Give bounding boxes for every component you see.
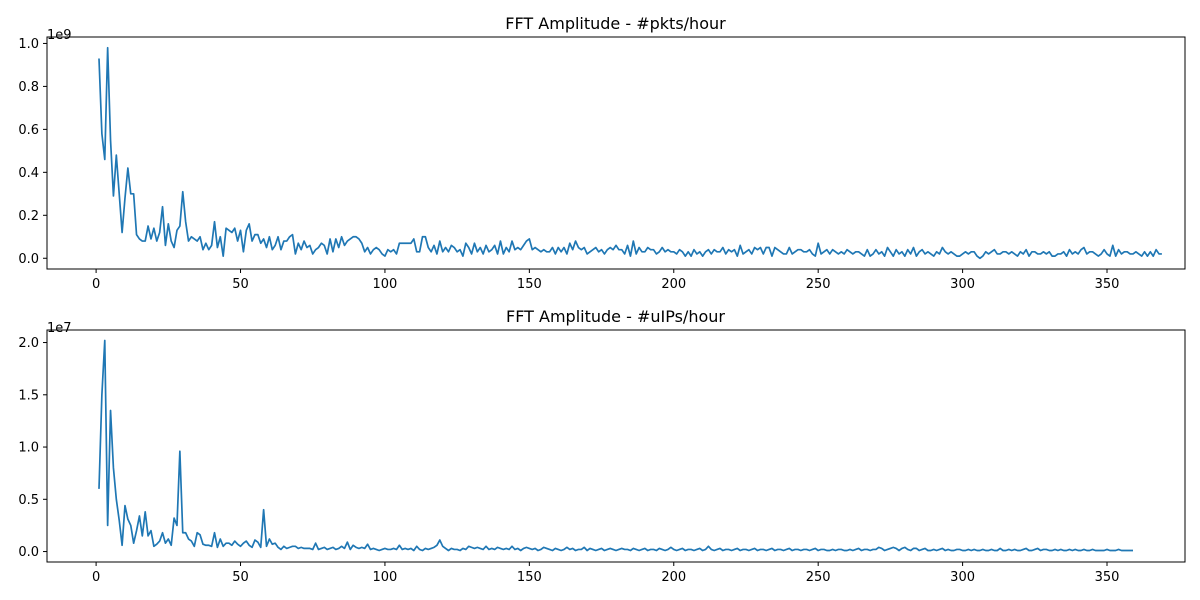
y-tick-label: 0.2 [18, 209, 39, 224]
x-axis: 0 50 100 150 200 250 300 350 [92, 562, 1119, 585]
y-tick-label: 1.0 [18, 37, 39, 52]
series-line [98, 46, 1162, 260]
y-offset-label: 1e7 [47, 321, 72, 336]
x-tick-label: 50 [232, 570, 249, 585]
x-tick-label: 50 [232, 277, 249, 292]
x-tick-label: 100 [373, 570, 398, 585]
x-tick-label: 0 [92, 277, 100, 292]
x-tick-label: 150 [517, 570, 542, 585]
x-tick-label: 100 [373, 277, 398, 292]
y-tick-label: 0.4 [18, 166, 39, 181]
x-tick-label: 250 [806, 570, 831, 585]
x-tick-label: 350 [1095, 570, 1120, 585]
y-tick-label: 1.0 [18, 441, 39, 456]
y-tick-label: 1.5 [18, 388, 39, 403]
y-axis: 0.0 0.2 0.4 0.6 0.8 1.0 [18, 37, 47, 267]
y-tick-label: 0.8 [18, 80, 39, 95]
x-tick-label: 300 [950, 277, 975, 292]
y-tick-label: 0.6 [18, 123, 39, 138]
chart-title: FFT Amplitude - #pkts/hour [505, 14, 726, 33]
plot-area [46, 329, 1186, 563]
x-tick-label: 200 [661, 570, 686, 585]
y-offset-label: 1e9 [47, 28, 72, 43]
x-tick-label: 200 [661, 277, 686, 292]
y-tick-label: 2.0 [18, 336, 39, 351]
chart-panel-uips: FFT Amplitude - #uIPs/hour 1e7 0 50 100 150… [18, 307, 1186, 585]
y-tick-label: 0.0 [18, 252, 39, 267]
x-tick-label: 150 [517, 277, 542, 292]
chart-panel-pkts: FFT Amplitude - #pkts/hour 1e9 0 50 100 150… [18, 14, 1186, 292]
series-line [98, 339, 1134, 552]
x-tick-label: 0 [92, 570, 100, 585]
x-tick-label: 300 [950, 570, 975, 585]
y-tick-label: 0.0 [18, 545, 39, 560]
x-tick-label: 250 [806, 277, 831, 292]
chart-title: FFT Amplitude - #uIPs/hour [506, 307, 725, 326]
x-tick-label: 350 [1095, 277, 1120, 292]
y-tick-label: 0.5 [18, 493, 39, 508]
y-axis: 0.0 0.5 1.0 1.5 2.0 [18, 336, 47, 560]
x-axis: 0 50 100 150 200 250 300 350 [92, 269, 1119, 292]
plot-area [46, 36, 1186, 270]
